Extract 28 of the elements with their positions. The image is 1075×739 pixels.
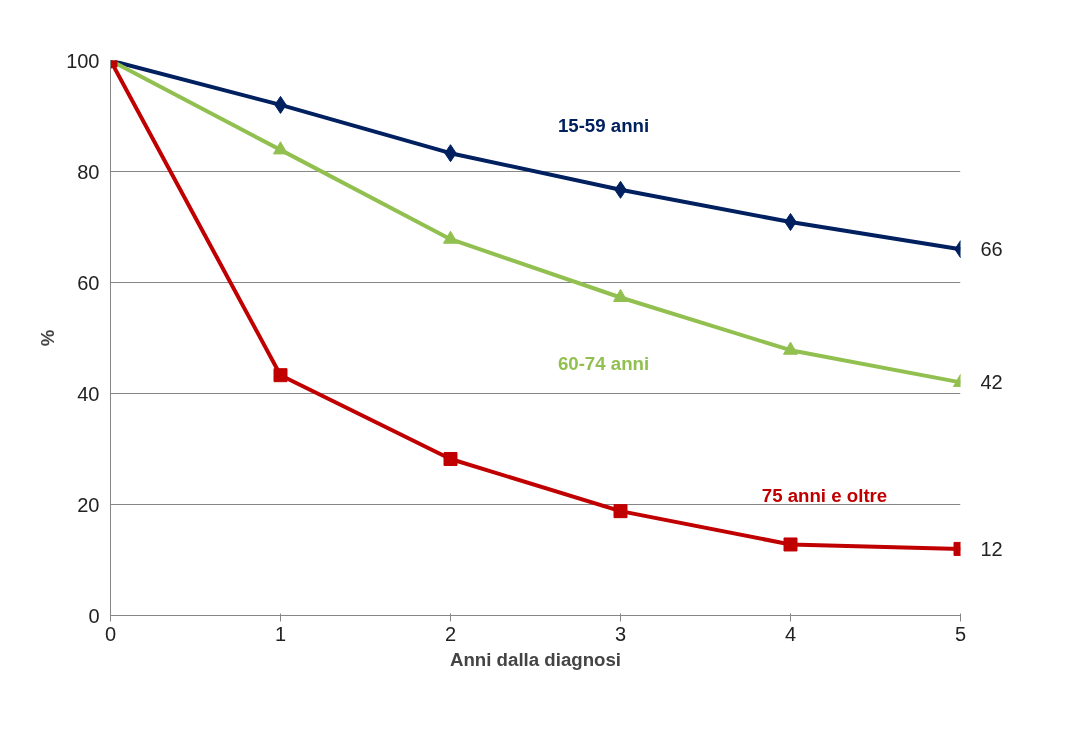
data-label: 42 <box>980 371 1003 394</box>
point <box>443 451 458 466</box>
point <box>273 141 288 155</box>
y-tick-label: 0 <box>88 604 100 627</box>
y-tick-label: 40 <box>77 382 100 405</box>
point <box>783 341 798 355</box>
y-tick-label: 100 <box>66 49 100 72</box>
x-tick-label: 5 <box>954 622 967 645</box>
x-tick-label: 1 <box>274 622 287 645</box>
x-tick-label: 2 <box>444 622 457 645</box>
series-label: 75 anni e oltre <box>761 484 888 506</box>
point <box>273 368 288 383</box>
y-tick-label: 60 <box>77 271 100 294</box>
point <box>783 537 798 552</box>
data-label: 12 <box>980 537 1003 560</box>
text: 60-74 anni <box>557 353 650 375</box>
point <box>613 504 628 519</box>
x-axis-title: Anni dalla diagnosi <box>449 648 622 670</box>
point <box>443 230 458 244</box>
data-label: 66 <box>980 238 1003 261</box>
point <box>613 288 628 303</box>
y-tick-label: 80 <box>77 160 100 183</box>
x-tick-label: 0 <box>104 622 117 645</box>
x-tick-label: 4 <box>784 622 797 645</box>
y-tick-label: 20 <box>77 493 100 516</box>
x-tick-label: 3 <box>614 622 627 645</box>
y-axis-title: % <box>37 329 59 347</box>
text: 15-59 anni <box>557 114 650 136</box>
